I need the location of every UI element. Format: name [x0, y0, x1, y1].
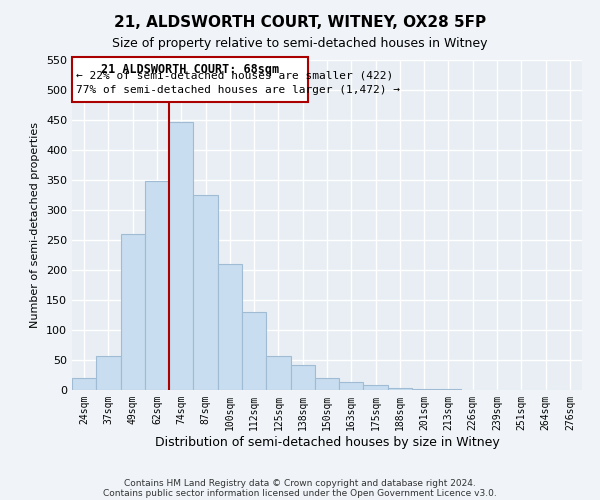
Y-axis label: Number of semi-detached properties: Number of semi-detached properties: [31, 122, 40, 328]
Text: Contains public sector information licensed under the Open Government Licence v3: Contains public sector information licen…: [103, 488, 497, 498]
Bar: [96, 356, 121, 390]
Bar: [218, 264, 242, 390]
Bar: [73, 57, 308, 102]
Text: Contains HM Land Registry data © Crown copyright and database right 2024.: Contains HM Land Registry data © Crown c…: [124, 478, 476, 488]
Bar: [242, 312, 266, 390]
Bar: [412, 389, 436, 390]
Bar: [169, 122, 193, 390]
Bar: [388, 388, 412, 390]
X-axis label: Distribution of semi-detached houses by size in Witney: Distribution of semi-detached houses by …: [155, 436, 499, 448]
Bar: [121, 234, 145, 390]
Text: 77% of semi-detached houses are larger (1,472) →: 77% of semi-detached houses are larger (…: [76, 85, 400, 95]
Bar: [364, 385, 388, 390]
Text: 21, ALDSWORTH COURT, WITNEY, OX28 5FP: 21, ALDSWORTH COURT, WITNEY, OX28 5FP: [114, 15, 486, 30]
Bar: [145, 181, 169, 390]
Text: ← 22% of semi-detached houses are smaller (422): ← 22% of semi-detached houses are smalle…: [76, 71, 394, 81]
Text: Size of property relative to semi-detached houses in Witney: Size of property relative to semi-detach…: [112, 38, 488, 51]
Bar: [266, 356, 290, 390]
Bar: [72, 378, 96, 390]
Text: 21 ALDSWORTH COURT: 68sqm: 21 ALDSWORTH COURT: 68sqm: [101, 63, 279, 76]
Bar: [290, 365, 315, 390]
Bar: [315, 378, 339, 390]
Bar: [339, 382, 364, 390]
Bar: [193, 195, 218, 390]
